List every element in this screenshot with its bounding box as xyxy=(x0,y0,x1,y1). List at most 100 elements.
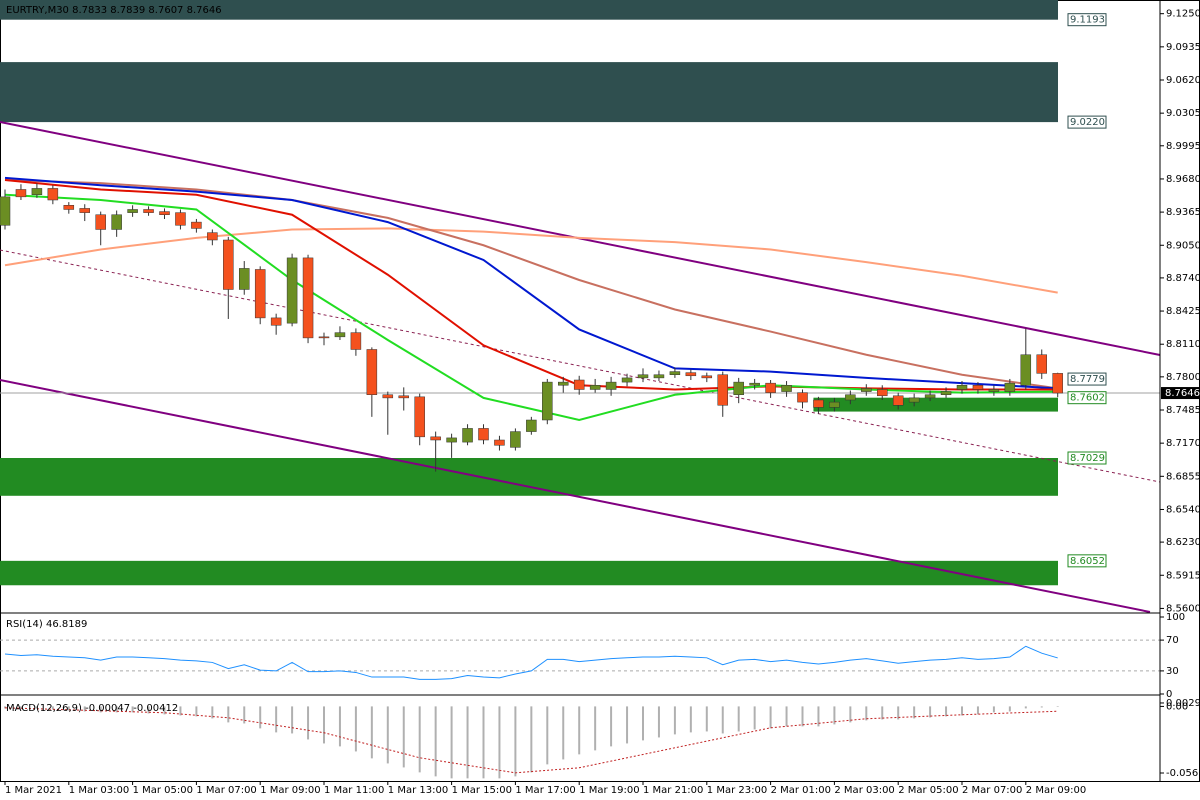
candle-body xyxy=(1020,354,1032,386)
last-price-label: 8.7646 xyxy=(1165,388,1200,399)
x-tick-label: 1 Mar 09:00 xyxy=(260,785,320,796)
y-tick-label: 100 xyxy=(1166,612,1185,623)
candle-body xyxy=(845,394,856,401)
candle-body xyxy=(478,428,489,441)
candle-body xyxy=(892,395,904,406)
y-tick-label: 0 xyxy=(1166,689,1172,700)
moving-average xyxy=(4,176,1058,390)
y-tick-label: 9.1250 xyxy=(1166,9,1200,20)
candle-body xyxy=(1004,382,1016,392)
y-tick-label: 9.0935 xyxy=(1166,42,1200,53)
candle-body xyxy=(589,385,601,390)
y-tick-label: 8.7170 xyxy=(1166,438,1200,449)
x-tick-label: 1 Mar 05:00 xyxy=(133,785,193,796)
y-tick-label: 8.8740 xyxy=(1166,273,1200,284)
y-tick-label: 0.00292 xyxy=(1166,698,1200,709)
candle-body xyxy=(79,208,90,213)
level-box xyxy=(1067,391,1107,405)
candle-body xyxy=(765,382,776,393)
y-tick-label: 9.0305 xyxy=(1166,108,1200,119)
x-tick-label: 1 Mar 15:00 xyxy=(452,785,512,796)
zone xyxy=(0,62,1058,123)
candle-body xyxy=(861,388,872,392)
y-tick-label: 8.7485 xyxy=(1166,405,1200,416)
x-tick-label: 2 Mar 09:00 xyxy=(1026,785,1086,796)
candle-body xyxy=(143,209,154,213)
channel-lower xyxy=(0,379,1151,613)
candle-body xyxy=(605,381,617,390)
candle-body xyxy=(270,317,282,326)
y-tick-label: 70 xyxy=(1166,635,1179,646)
macd-signal xyxy=(4,707,1058,774)
candle-body xyxy=(47,188,59,201)
level-label: 9.0220 xyxy=(1070,117,1105,128)
x-tick-label: 1 Mar 19:00 xyxy=(579,785,639,796)
zone xyxy=(0,560,1058,586)
x-tick-label: 2 Mar 07:00 xyxy=(962,785,1022,796)
y-tick-label: 8.6540 xyxy=(1166,504,1200,515)
candle-body xyxy=(334,332,346,338)
candle-body xyxy=(669,371,681,375)
candle-body xyxy=(558,381,569,386)
x-tick-label: 1 Mar 23:00 xyxy=(707,785,767,796)
y-tick-label: 8.7800 xyxy=(1166,372,1200,383)
macd-title: MACD(12,26,9) -0.00047 -0.00412 xyxy=(6,703,178,714)
candle-body xyxy=(207,232,218,241)
candle-body xyxy=(0,196,11,226)
candle-body xyxy=(685,372,697,377)
level-label: 9.1193 xyxy=(1070,15,1105,26)
frame xyxy=(0,0,1200,782)
moving-average xyxy=(4,227,1058,294)
candle-body xyxy=(111,214,122,230)
zone xyxy=(0,0,1058,20)
x-tick-label: 2 Mar 03:00 xyxy=(834,785,894,796)
candle-body xyxy=(717,374,728,406)
candle-body xyxy=(191,221,202,229)
candle-body xyxy=(398,395,409,399)
candle-body xyxy=(988,389,1000,392)
candle-body xyxy=(254,269,266,319)
candle-body xyxy=(414,396,425,438)
candle-body xyxy=(956,385,968,390)
y-tick-label: 8.8425 xyxy=(1166,306,1200,317)
level-box xyxy=(1067,115,1107,129)
candle-body xyxy=(286,257,298,324)
candle-body xyxy=(526,419,537,432)
candle-body xyxy=(382,394,394,399)
candle-body xyxy=(494,439,505,446)
y-tick-label: 30 xyxy=(1166,666,1179,677)
candle-body xyxy=(621,377,633,383)
candle-body xyxy=(829,401,840,408)
candle-body xyxy=(1036,354,1047,374)
candle-body xyxy=(701,375,713,379)
candle-body xyxy=(318,336,330,339)
x-tick-label: 1 Mar 21:00 xyxy=(643,785,703,796)
candle-body xyxy=(733,381,744,395)
zone xyxy=(0,458,1058,496)
candle-body xyxy=(15,189,27,198)
x-tick-label: 1 Mar 2021 xyxy=(5,785,62,796)
level-label: 8.7029 xyxy=(1070,453,1105,464)
rsi-title: RSI(14) 46.8189 xyxy=(6,619,87,630)
candle-body xyxy=(510,431,521,448)
zone xyxy=(813,397,1058,412)
zones xyxy=(0,0,1058,586)
y-tick-label: -0.05665 xyxy=(1166,768,1200,779)
candle-body xyxy=(940,391,952,395)
y-tick-label: 8.8110 xyxy=(1166,339,1200,350)
last-price-box xyxy=(1161,387,1200,400)
level-label: 8.6052 xyxy=(1070,556,1105,567)
candle-body xyxy=(446,437,457,443)
candle-body xyxy=(653,374,665,379)
candle-body xyxy=(430,436,441,441)
candle-body xyxy=(159,211,170,215)
candle-body xyxy=(302,257,314,339)
candle-body xyxy=(95,214,106,230)
level-box xyxy=(1067,372,1107,386)
candle-body xyxy=(350,332,362,350)
y-tick-label: 8.9995 xyxy=(1166,141,1200,152)
x-tick-label: 1 Mar 07:00 xyxy=(196,785,256,796)
x-tick-label: 1 Mar 13:00 xyxy=(388,785,448,796)
